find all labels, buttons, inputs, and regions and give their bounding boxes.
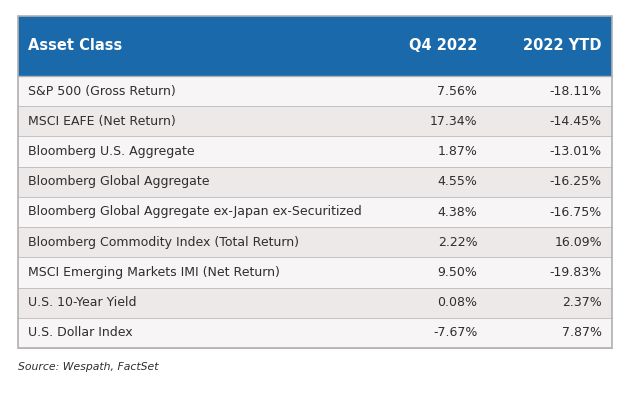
Bar xyxy=(18,197,612,227)
Text: Bloomberg Global Aggregate ex-Japan ex-Securitized: Bloomberg Global Aggregate ex-Japan ex-S… xyxy=(28,206,362,218)
Bar xyxy=(18,257,612,288)
Text: Bloomberg Global Aggregate: Bloomberg Global Aggregate xyxy=(28,175,210,188)
Bar xyxy=(18,227,612,257)
Text: 2022 YTD: 2022 YTD xyxy=(524,38,602,54)
Text: -13.01%: -13.01% xyxy=(550,145,602,158)
Text: -7.67%: -7.67% xyxy=(433,326,478,339)
Text: 1.87%: 1.87% xyxy=(437,145,478,158)
Text: U.S. 10-Year Yield: U.S. 10-Year Yield xyxy=(28,296,137,309)
Text: 2.37%: 2.37% xyxy=(562,296,602,309)
Text: 16.09%: 16.09% xyxy=(554,236,602,249)
Bar xyxy=(18,106,612,136)
Bar xyxy=(18,16,612,76)
Text: Bloomberg U.S. Aggregate: Bloomberg U.S. Aggregate xyxy=(28,145,195,158)
Text: 17.34%: 17.34% xyxy=(430,115,478,128)
Bar xyxy=(18,76,612,106)
Text: MSCI Emerging Markets IMI (Net Return): MSCI Emerging Markets IMI (Net Return) xyxy=(28,266,280,279)
Bar xyxy=(18,16,612,348)
Text: S&P 500 (Gross Return): S&P 500 (Gross Return) xyxy=(28,85,176,98)
Text: 4.55%: 4.55% xyxy=(437,175,478,188)
Text: 4.38%: 4.38% xyxy=(437,206,478,218)
Text: U.S. Dollar Index: U.S. Dollar Index xyxy=(28,326,133,339)
Bar xyxy=(18,288,612,318)
Text: -19.83%: -19.83% xyxy=(550,266,602,279)
Bar xyxy=(18,167,612,197)
Text: Asset Class: Asset Class xyxy=(28,38,122,54)
Text: MSCI EAFE (Net Return): MSCI EAFE (Net Return) xyxy=(28,115,176,128)
Text: Q4 2022: Q4 2022 xyxy=(409,38,478,54)
Text: 9.50%: 9.50% xyxy=(437,266,478,279)
Text: Source: Wespath, FactSet: Source: Wespath, FactSet xyxy=(18,362,159,372)
Text: -18.11%: -18.11% xyxy=(550,85,602,98)
Text: 2.22%: 2.22% xyxy=(438,236,478,249)
Text: 0.08%: 0.08% xyxy=(437,296,478,309)
Text: Bloomberg Commodity Index (Total Return): Bloomberg Commodity Index (Total Return) xyxy=(28,236,299,249)
Text: 7.56%: 7.56% xyxy=(437,85,478,98)
Text: -16.75%: -16.75% xyxy=(550,206,602,218)
Text: -14.45%: -14.45% xyxy=(550,115,602,128)
Text: -16.25%: -16.25% xyxy=(550,175,602,188)
Bar xyxy=(18,136,612,167)
Text: 7.87%: 7.87% xyxy=(562,326,602,339)
Bar xyxy=(18,318,612,348)
